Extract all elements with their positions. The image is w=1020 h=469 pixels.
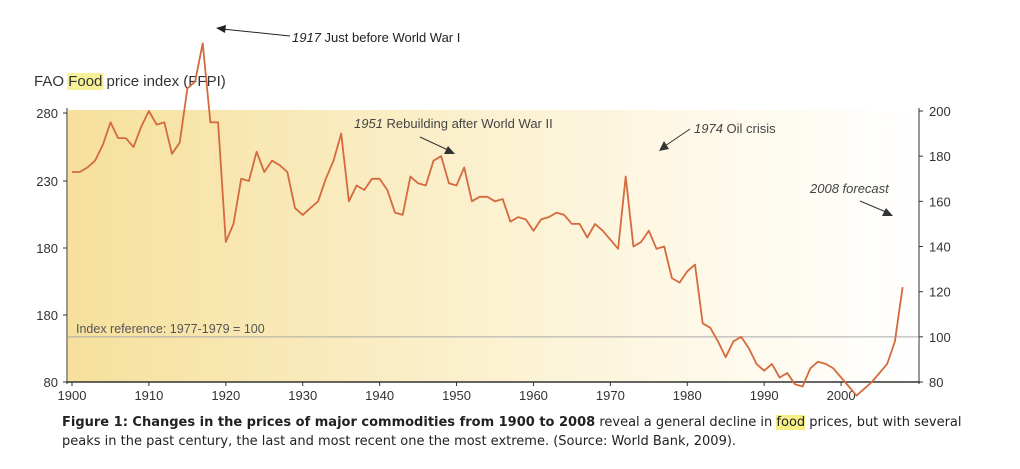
- right-tick-label: 200: [929, 104, 951, 119]
- x-tick-label: 1980: [673, 388, 702, 403]
- annotation-arrow-2008: [859, 200, 887, 213]
- annotation-label-1951: Rebuilding after World War II: [383, 116, 553, 131]
- series-line-ffpi: [72, 42, 904, 397]
- x-tick-label: 1970: [596, 388, 625, 403]
- x-tick-label: 1900: [58, 388, 87, 403]
- annotation-1951: 1951 Rebuilding after World War II: [354, 116, 553, 154]
- annotation-year-1917: 1917: [292, 30, 322, 45]
- caption-text-2: prices, but with several peaks in the pa…: [62, 415, 962, 449]
- left-tick-label: 80: [44, 375, 58, 390]
- annotation-arrow-1917: [221, 28, 291, 37]
- x-tick-label: 1930: [288, 388, 317, 403]
- annotation-1917: 1917 Just before World War I: [216, 25, 460, 45]
- x-tick-label: 1950: [442, 388, 471, 403]
- chart-title: FAO Food price index (FFPI): [34, 73, 226, 90]
- figure-caption: Figure 1: Changes in the prices of major…: [62, 413, 962, 451]
- x-ticks: 1900 1910 1920 1930 1940 1950 1960 1970 1980 1990…: [58, 382, 856, 403]
- annotation-year-2008: 2008: [809, 181, 840, 196]
- left-tick-label: 280: [36, 106, 58, 121]
- arrowhead-1951: [444, 146, 455, 154]
- right-tick-label: 80: [929, 375, 943, 390]
- annotation-text-2008: 2008 forecast: [809, 181, 890, 196]
- x-tick-label: 1960: [519, 388, 548, 403]
- annotation-year-1951: 1951: [354, 116, 383, 131]
- annotation-label-1974: Oil crisis: [723, 121, 776, 136]
- annotation-arrow-1951: [419, 136, 449, 151]
- right-tick-label: 100: [929, 330, 951, 345]
- annotation-1974: 1974 Oil crisis: [659, 121, 776, 151]
- arrowhead-2008: [882, 208, 893, 216]
- chart: FAO Food price index (FFPI) Index refere…: [34, 25, 951, 403]
- reference-line-label: Index reference: 1977-1979 = 100: [76, 322, 265, 336]
- right-tick-label: 120: [929, 285, 951, 300]
- annotation-text-1951: 1951 Rebuilding after World War II: [354, 116, 553, 131]
- x-tick-label: 2000: [827, 388, 856, 403]
- left-tick-label: 230: [36, 174, 58, 189]
- right-ticks: 200 180 160 140 120 100 80: [919, 104, 951, 390]
- left-ticks: 280 230 180 180 80: [36, 106, 67, 390]
- caption-text-1: reveal a general decline in: [595, 415, 777, 430]
- caption-highlight: food: [776, 415, 806, 430]
- annotation-arrow-1974: [664, 128, 691, 147]
- annotation-text-1917: 1917 Just before World War I: [292, 30, 460, 45]
- left-tick-label: 180: [36, 308, 58, 323]
- x-tick-label: 1920: [211, 388, 240, 403]
- plot-background: [68, 110, 918, 382]
- title-part-1: FAO: [34, 73, 68, 90]
- x-tick-label: 1910: [134, 388, 163, 403]
- annotation-text-1974: 1974 Oil crisis: [694, 121, 776, 136]
- x-tick-label: 1990: [750, 388, 779, 403]
- left-tick-label: 180: [36, 241, 58, 256]
- arrowhead-1974: [659, 141, 669, 151]
- right-tick-label: 180: [929, 149, 951, 164]
- title-highlight-box: [67, 73, 104, 90]
- annotation-2008: 2008 forecast: [809, 181, 893, 216]
- annotation-label-2008: forecast: [839, 181, 890, 196]
- annotation-year-1974: 1974: [694, 121, 723, 136]
- title-part-2: price index (FFPI): [102, 73, 225, 90]
- x-tick-label: 1940: [365, 388, 394, 403]
- title-highlight: Food: [68, 73, 102, 90]
- right-tick-label: 160: [929, 194, 951, 209]
- right-tick-label: 140: [929, 240, 951, 255]
- arrowhead-1917: [216, 25, 226, 33]
- annotation-label-1917: Just before World War I: [321, 30, 460, 45]
- caption-bold: Figure 1: Changes in the prices of major…: [62, 415, 596, 430]
